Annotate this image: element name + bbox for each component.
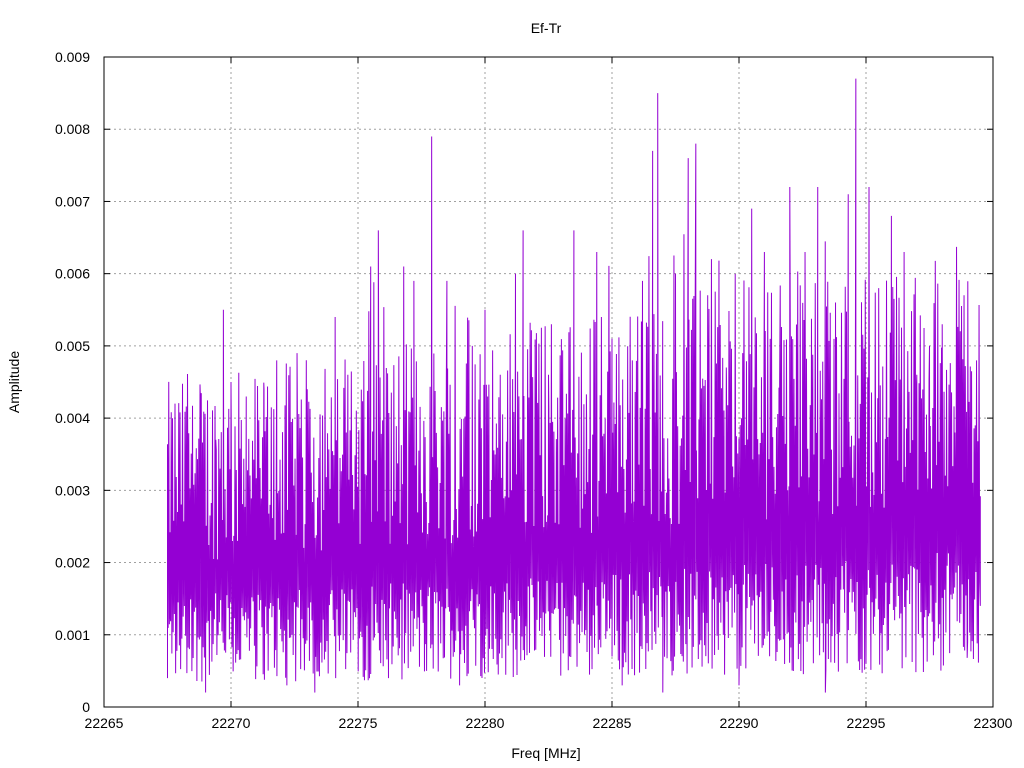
x-tick-label: 22290: [720, 715, 759, 731]
y-axis-label: Amplitude: [6, 351, 22, 413]
x-tick-label: 22270: [212, 715, 251, 731]
x-axis-label: Freq [MHz]: [511, 745, 580, 761]
x-tick-label: 22295: [847, 715, 886, 731]
y-tick-label: 0: [82, 699, 90, 715]
y-tick-label: 0.009: [55, 49, 90, 65]
x-tick-label: 22275: [339, 715, 378, 731]
x-tick-label: 22300: [974, 715, 1013, 731]
y-tick-label: 0.007: [55, 193, 90, 209]
plot-frame: [103, 56, 994, 708]
amplitude-series: [167, 78, 981, 693]
y-tick-label: 0.003: [55, 482, 90, 498]
y-tick-label: 0.008: [55, 121, 90, 137]
chart-title: Ef-Tr: [531, 20, 562, 36]
ticks: [103, 56, 994, 708]
y-tick-label: 0.001: [55, 627, 90, 643]
y-tick-labels: 0 0.001 0.002 0.003 0.004 0.005 0.006 0.007 0.00…: [55, 49, 90, 715]
y-tick-label: 0.002: [55, 555, 90, 571]
y-tick-label: 0.005: [55, 338, 90, 354]
x-tick-label: 22280: [466, 715, 505, 731]
series-line: [167, 78, 981, 693]
x-tick-label: 22265: [85, 715, 124, 731]
x-tick-labels: 22265 22270 22275 22280 22285 22290 22295 22300: [85, 715, 1013, 731]
x-tick-label: 22285: [593, 715, 632, 731]
y-tick-label: 0.006: [55, 266, 90, 282]
y-tick-label: 0.004: [55, 410, 90, 426]
